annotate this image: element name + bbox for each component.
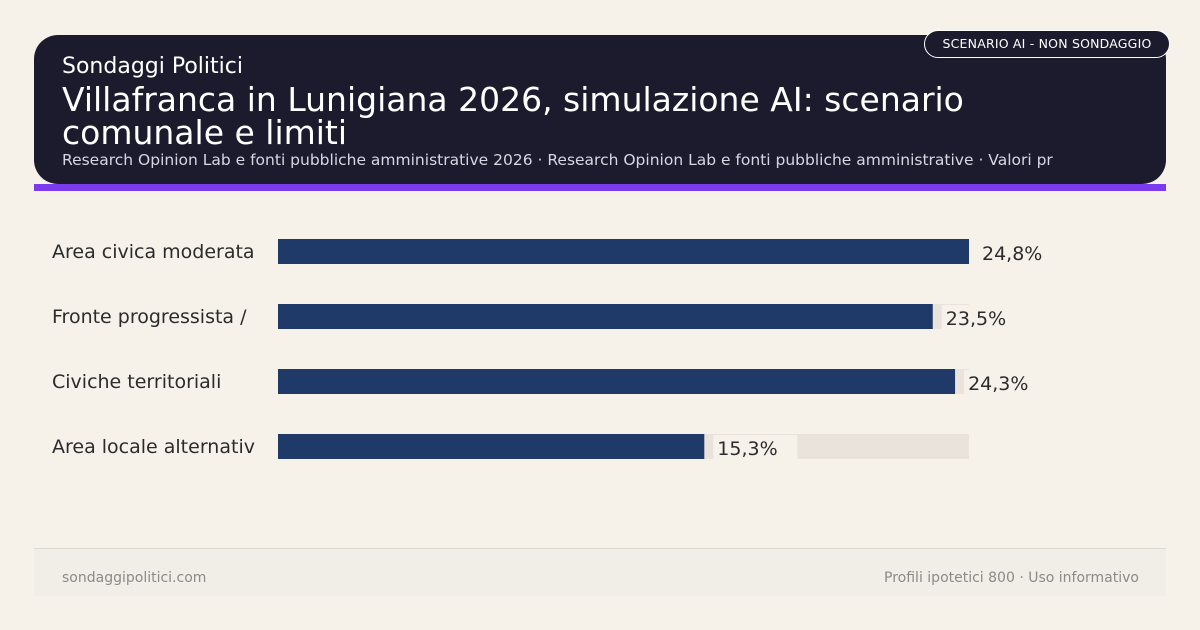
bar (278, 369, 956, 394)
value-label-bg (964, 370, 1049, 395)
value-label-bg (941, 305, 1026, 330)
value-label-bg (978, 240, 1062, 265)
footer-note: Profili ipotetici 800 · Uso informativo (884, 570, 1139, 586)
value-label-bg (713, 435, 798, 460)
value-label: 24,8% (982, 243, 1042, 265)
bar (278, 304, 933, 329)
kicker: Sondaggi Politici (62, 54, 243, 79)
value-label: 24,3% (968, 373, 1028, 395)
category-label: Civiche territoriali (52, 371, 221, 393)
category-label: Fronte progressista / (52, 306, 247, 328)
bar (278, 434, 705, 459)
subtitle: Research Opinion Lab e fonti pubbliche a… (62, 151, 1053, 169)
scenario-badge: SCENARIO AI - NON SONDAGGIO (924, 30, 1170, 58)
bar (278, 239, 969, 264)
page-title: Villafranca in Lunigiana 2026, simulazio… (62, 80, 964, 152)
value-label: 15,3% (717, 438, 777, 460)
footer: sondaggipolitici.com Profili ipotetici 8… (34, 548, 1166, 596)
category-label: Area civica moderata (52, 241, 255, 263)
footer-site: sondaggipolitici.com (62, 570, 207, 586)
value-label: 23,5% (946, 308, 1006, 330)
header-panel: Sondaggi Politici Villafranca in Lunigia… (34, 35, 1166, 184)
category-label: Area locale alternativ (52, 436, 255, 458)
accent-divider (34, 184, 1166, 191)
